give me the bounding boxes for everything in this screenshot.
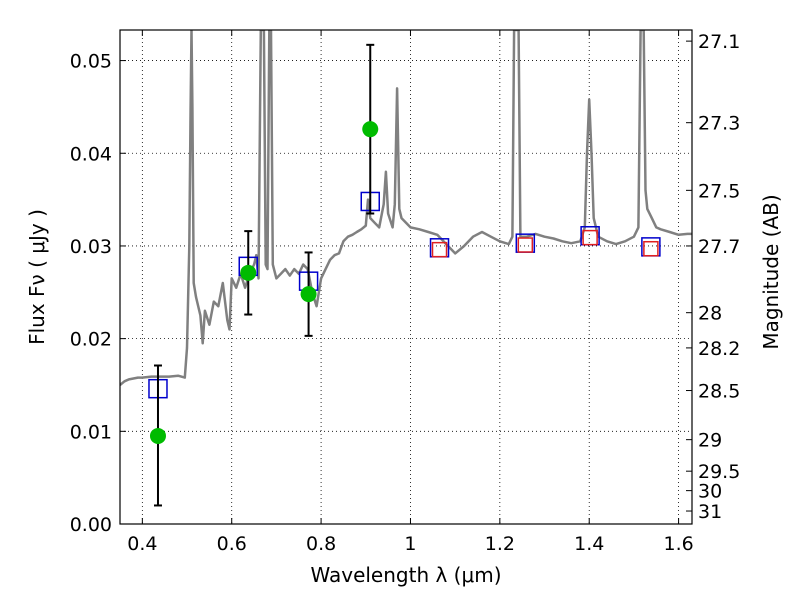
data-point <box>240 264 257 281</box>
y-tick-label: 0.05 <box>70 51 112 73</box>
y2-tick-label: 27.5 <box>698 180 740 202</box>
y-axis-left: 0.00 0.01 0.02 0.03 0.04 0.05 <box>70 51 126 536</box>
data-point <box>149 427 166 444</box>
y2-tick-label: 30 <box>698 481 722 503</box>
y2-tick-label: 27.7 <box>698 236 740 258</box>
y-tick-label: 0.02 <box>70 329 112 351</box>
model-square-red <box>582 229 598 246</box>
y-tick-label: 0.00 <box>70 514 112 536</box>
y2-tick-label: 28 <box>698 303 722 325</box>
model-square-red <box>643 240 659 257</box>
y2-tick-label: 27.3 <box>698 113 740 135</box>
x-axis-title: Wavelength λ (μm) <box>310 563 501 587</box>
x-tick-label: 0.6 <box>217 533 247 555</box>
y2-tick-label: 28.2 <box>698 338 740 360</box>
y-axis-title: Flux Fν ( μJy ) <box>25 209 49 345</box>
x-tick-label: 1 <box>404 533 416 555</box>
y2-tick-label: 28.5 <box>698 381 740 403</box>
y-tick-label: 0.03 <box>70 236 112 258</box>
y2-tick-label: 31 <box>698 501 722 523</box>
y2-tick-label: 27.1 <box>698 31 740 53</box>
x-tick-label: 1.2 <box>485 533 515 555</box>
data-point <box>362 121 379 138</box>
spectrum-line <box>120 30 692 386</box>
y2-tick-label: 29 <box>698 430 722 452</box>
x-tick-label: 1.4 <box>574 533 604 555</box>
x-tick-label: 1.6 <box>663 533 693 555</box>
model-square-red <box>517 237 534 253</box>
plot-frame <box>119 29 693 525</box>
x-axis: 0.4 0.6 0.8 1 1.2 1.4 1.6 <box>127 30 694 555</box>
y2-tick-label: 29.5 <box>698 461 740 483</box>
x-tick-label: 0.8 <box>306 533 336 555</box>
plot-area <box>120 30 692 507</box>
grid-lines <box>120 30 692 525</box>
y-tick-label: 0.01 <box>70 421 112 443</box>
model-square-red <box>431 241 448 258</box>
y-tick-label: 0.04 <box>70 143 112 165</box>
data-point <box>300 286 317 303</box>
x-tick-label: 0.4 <box>127 533 157 555</box>
y2-axis-title: Magnitude (AB) <box>759 194 783 349</box>
